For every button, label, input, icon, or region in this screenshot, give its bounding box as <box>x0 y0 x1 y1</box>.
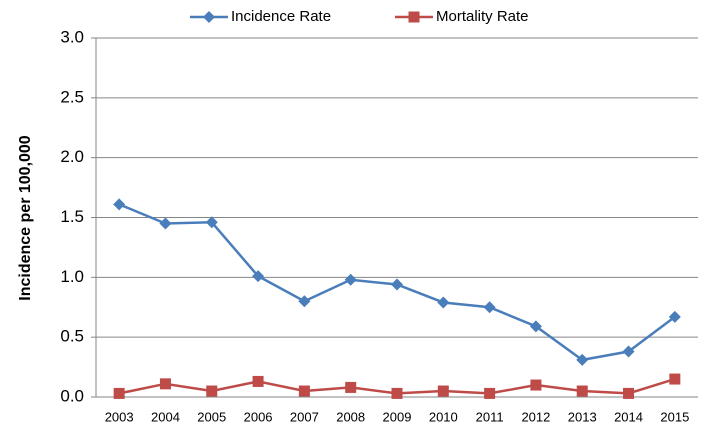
marker <box>391 278 403 291</box>
y-tick-label: 0.5 <box>60 327 84 346</box>
marker <box>344 273 357 286</box>
marker <box>623 387 635 399</box>
marker <box>159 378 171 390</box>
marker <box>437 296 450 309</box>
marker <box>159 217 172 230</box>
y-tick-label: 2.5 <box>60 87 84 106</box>
marker <box>576 353 589 366</box>
marker <box>576 385 588 397</box>
x-tick-label: 2006 <box>244 409 273 424</box>
legend-label: Incidence Rate <box>231 8 331 25</box>
x-tick-label: 2011 <box>476 409 504 424</box>
marker <box>622 345 635 358</box>
marker <box>669 373 681 385</box>
x-tick-label: 2010 <box>429 409 458 424</box>
x-tick-label: 2009 <box>383 409 412 424</box>
x-tick-label: 2015 <box>660 409 689 424</box>
marker <box>298 295 311 308</box>
marker <box>391 387 403 399</box>
x-tick-label: 2007 <box>290 409 319 424</box>
marker <box>206 385 218 397</box>
marker <box>113 198 126 211</box>
marker <box>205 216 218 229</box>
x-tick-label: 2013 <box>568 409 597 424</box>
marker <box>113 387 125 399</box>
marker <box>203 11 215 23</box>
x-tick-label: 2003 <box>105 409 134 424</box>
y-tick-label: 3.0 <box>60 27 84 46</box>
marker <box>437 385 449 397</box>
x-tick-label: 2008 <box>336 409 365 424</box>
marker <box>298 385 310 397</box>
y-tick-label: 1.5 <box>60 207 84 226</box>
y-tick-label: 2.0 <box>60 147 84 166</box>
marker <box>408 11 420 23</box>
marker <box>483 301 496 314</box>
x-tick-label: 2014 <box>614 409 643 424</box>
x-tick-label: 2012 <box>521 409 550 424</box>
legend-label: Mortality Rate <box>436 8 529 25</box>
marker <box>252 270 265 283</box>
marker <box>345 381 357 393</box>
marker <box>668 310 681 323</box>
x-tick-label: 2004 <box>151 409 180 424</box>
marker <box>529 320 542 333</box>
y-tick-label: 0.0 <box>60 386 84 405</box>
y-tick-label: 1.0 <box>60 267 84 286</box>
x-tick-label: 2005 <box>197 409 226 424</box>
marker <box>252 375 264 387</box>
marker <box>484 387 496 399</box>
y-axis-label: Incidence per 100,000 <box>17 135 34 301</box>
marker <box>530 379 542 391</box>
